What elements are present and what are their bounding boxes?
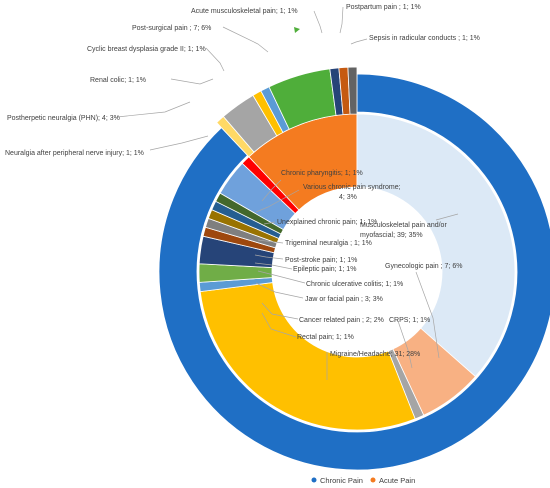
label-msk-line1: Musculoskeletal pain and/or [360, 222, 447, 229]
label-renal: Renal colic; 1; 1% [90, 77, 146, 84]
label-pharyngitis: Chronic pharyngitis; 1; 1% [281, 170, 363, 177]
label-gyneco: Gynecologic pain ; 7; 6% [385, 263, 462, 270]
leader-gyneco [415, 271, 440, 359]
leader-rectal [261, 312, 297, 338]
label-sepsis: Sepsis in radicular conducts ; 1; 1% [369, 35, 480, 42]
leader-poststroke [254, 254, 284, 260]
leader-sepsis [350, 38, 368, 45]
label-jaw: Jaw or facial pain ; 3; 3% [305, 296, 383, 303]
label-various-line2: 4; 3% [339, 194, 357, 201]
label-phn: Postherpetic neuralgia (PHN); 4; 3% [7, 115, 120, 122]
leader-acute-msk [313, 10, 323, 34]
label-msk-line2: myofascial; 39; 35% [360, 232, 423, 239]
label-leader-lines [116, 6, 459, 380]
legend-swatch-chronic [311, 477, 317, 483]
leader-colitis [257, 270, 306, 284]
label-poststroke: Post-stroke pain; 1; 1% [285, 257, 357, 264]
leader-postpartum [339, 6, 344, 34]
label-acute-msk: Acute musculoskeletal pain; 1; 1% [191, 8, 298, 15]
label-breast: Cyclic breast dysplasia grade II; 1; 1% [87, 46, 206, 53]
leader-msk [435, 213, 459, 221]
chart-rings [158, 66, 550, 471]
leader-renal [170, 78, 214, 85]
leader-pharyngitis [261, 179, 282, 202]
label-various-line1: Various chronic pain syndrome; [303, 184, 401, 191]
leader-cancer [261, 302, 299, 320]
label-postsurg: Post-surgical pain ; 7; 6% [132, 25, 211, 32]
label-trigeminal: Trigeminal neuralgia ; 1; 1% [285, 240, 372, 247]
leader-phn [116, 101, 191, 118]
legend-label-chronic: Chronic Pain [320, 476, 363, 485]
outer-segment-chronic-pain [158, 73, 550, 471]
inner-segment-chronic-pharyngitis [241, 156, 300, 215]
leader-unexplained [263, 221, 276, 225]
label-crps: CRPS; 1; 1% [389, 317, 430, 324]
label-colitis: Chronic ulcerative colitis; 1; 1% [306, 281, 403, 288]
chart-legend: Chronic Pain Acute Pain [311, 476, 415, 485]
leader-crps [397, 320, 413, 369]
data-labels: Neuralgia after peripheral nerve injury;… [5, 4, 480, 358]
legend-swatch-acute [370, 477, 376, 483]
label-unexplained: Unexplained chronic pain; 1; 1% [277, 219, 377, 226]
leader-neuralgia-pni [149, 135, 209, 151]
leader-postsurg [222, 26, 269, 53]
leader-various [255, 189, 300, 213]
inner-segment-musculoskeletal-pain-and-or-myofascial [356, 113, 516, 378]
label-epileptic: Epileptic pain; 1; 1% [293, 266, 356, 273]
label-neuralgia-pni: Neuralgia after peripheral nerve injury;… [5, 150, 144, 157]
leader-epileptic [254, 262, 293, 270]
label-rectal: Rectal pain; 1; 1% [297, 334, 354, 341]
leader-breast [205, 47, 225, 72]
label-cancer: Cancer related pain ; 2; 2% [299, 317, 384, 324]
leader-jaw [255, 282, 304, 299]
small-marker-icon [294, 27, 300, 33]
leader-trigeminal [257, 239, 284, 244]
legend-label-acute: Acute Pain [379, 476, 415, 485]
inner-segment-migraine-headache [199, 282, 416, 431]
label-migraine: Migraine/Headache; 31; 28% [330, 351, 420, 358]
label-postpartum: Postpartum pain ; 1; 1% [346, 4, 421, 11]
chart-markers [294, 27, 300, 33]
